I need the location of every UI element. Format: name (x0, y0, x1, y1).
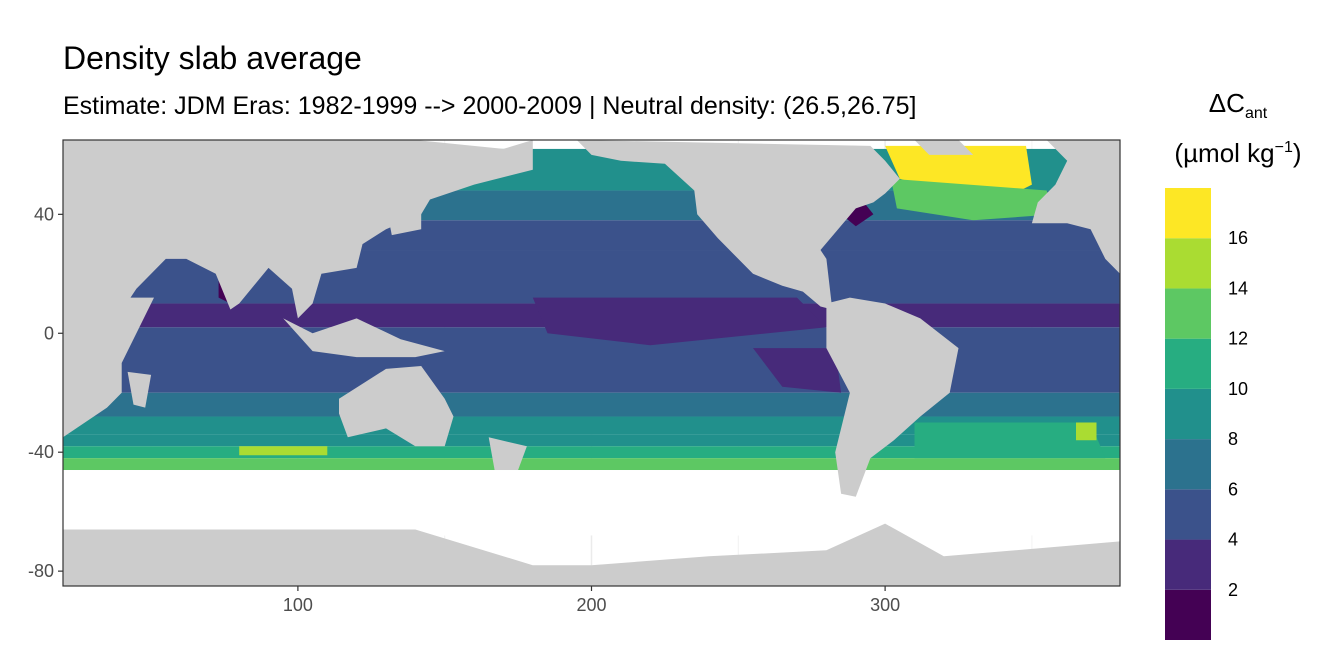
ocean-field-patches (63, 145, 1120, 536)
legend-colorbar (1165, 188, 1211, 640)
land-madagascar (127, 371, 152, 408)
legend-color-bin (1165, 288, 1211, 339)
x-tick-label: 200 (576, 595, 606, 615)
legend-break-label: 12 (1228, 329, 1248, 349)
land-masses (63, 140, 1120, 586)
legend-color-bin (1165, 238, 1211, 289)
south-atlantic-mode-water (914, 422, 1106, 459)
x-tick-label: 100 (283, 595, 313, 615)
land-south-america (826, 297, 959, 497)
x-tick-label: 300 (870, 595, 900, 615)
land-north-america (576, 140, 900, 310)
legend-color-bin (1165, 188, 1211, 239)
land-greenland (914, 140, 974, 155)
chart-subtitle: Estimate: JDM Eras: 1982-1999 --> 2000-2… (63, 92, 917, 120)
equatorial-pacific-low (532, 297, 827, 346)
chart-title: Density slab average (63, 40, 362, 76)
north-atlantic-midlatitude (891, 178, 1056, 221)
legend-break-label: 14 (1228, 278, 1248, 298)
legend: ΔCant (µmol kg−1) 2 4 6 8 10 12 14 16 (1165, 88, 1302, 640)
ocean-band (63, 392, 1120, 417)
map-panel (63, 140, 1120, 586)
north-atlantic-high (885, 145, 1032, 200)
ocean-band (63, 458, 1120, 471)
y-tick-label: 0 (44, 323, 54, 343)
ocean-band (63, 434, 1120, 447)
east-pacific-low (753, 348, 842, 393)
legend-break-label: 8 (1228, 429, 1238, 449)
land-japan (386, 199, 422, 236)
ocean-band (63, 363, 1120, 393)
legend-break-label: 4 (1228, 530, 1238, 550)
land-western-europe-africa (1031, 140, 1120, 274)
legend-color-bin (1165, 388, 1211, 440)
land-australia (339, 366, 454, 447)
legend-color-bin (1165, 539, 1211, 590)
legend-color-bin (1165, 589, 1211, 640)
indian-ocean-high (239, 446, 328, 456)
legend-unit: (µmol kg−1) (1174, 138, 1301, 168)
legend-break-label: 10 (1228, 379, 1248, 399)
legend-color-bin (1165, 439, 1211, 490)
legend-break-label: 2 (1228, 580, 1238, 600)
southern-ocean-no-data (63, 470, 1120, 536)
x-axis: 100 200 300 (283, 586, 900, 615)
y-axis: 40 0 -40 -80 (28, 204, 63, 581)
land-new-zealand (488, 437, 527, 470)
legend-break-label: 6 (1228, 479, 1238, 499)
gulf-stream-low (841, 199, 874, 227)
legend-labels: 2 4 6 8 10 12 14 16 (1228, 228, 1248, 600)
legend-break-label: 16 (1228, 228, 1248, 248)
ocean-band (63, 446, 1120, 459)
y-tick-label: -40 (28, 442, 54, 462)
legend-color-bin (1165, 338, 1211, 389)
y-tick-label: 40 (34, 204, 54, 224)
legend-color-bin (1165, 489, 1211, 540)
south-atlantic-high (1076, 422, 1097, 441)
land-antarctica (63, 523, 1120, 586)
y-tick-label: -80 (28, 561, 54, 581)
legend-title: ΔCant (1209, 88, 1268, 122)
land-maritime-continent (283, 318, 445, 358)
